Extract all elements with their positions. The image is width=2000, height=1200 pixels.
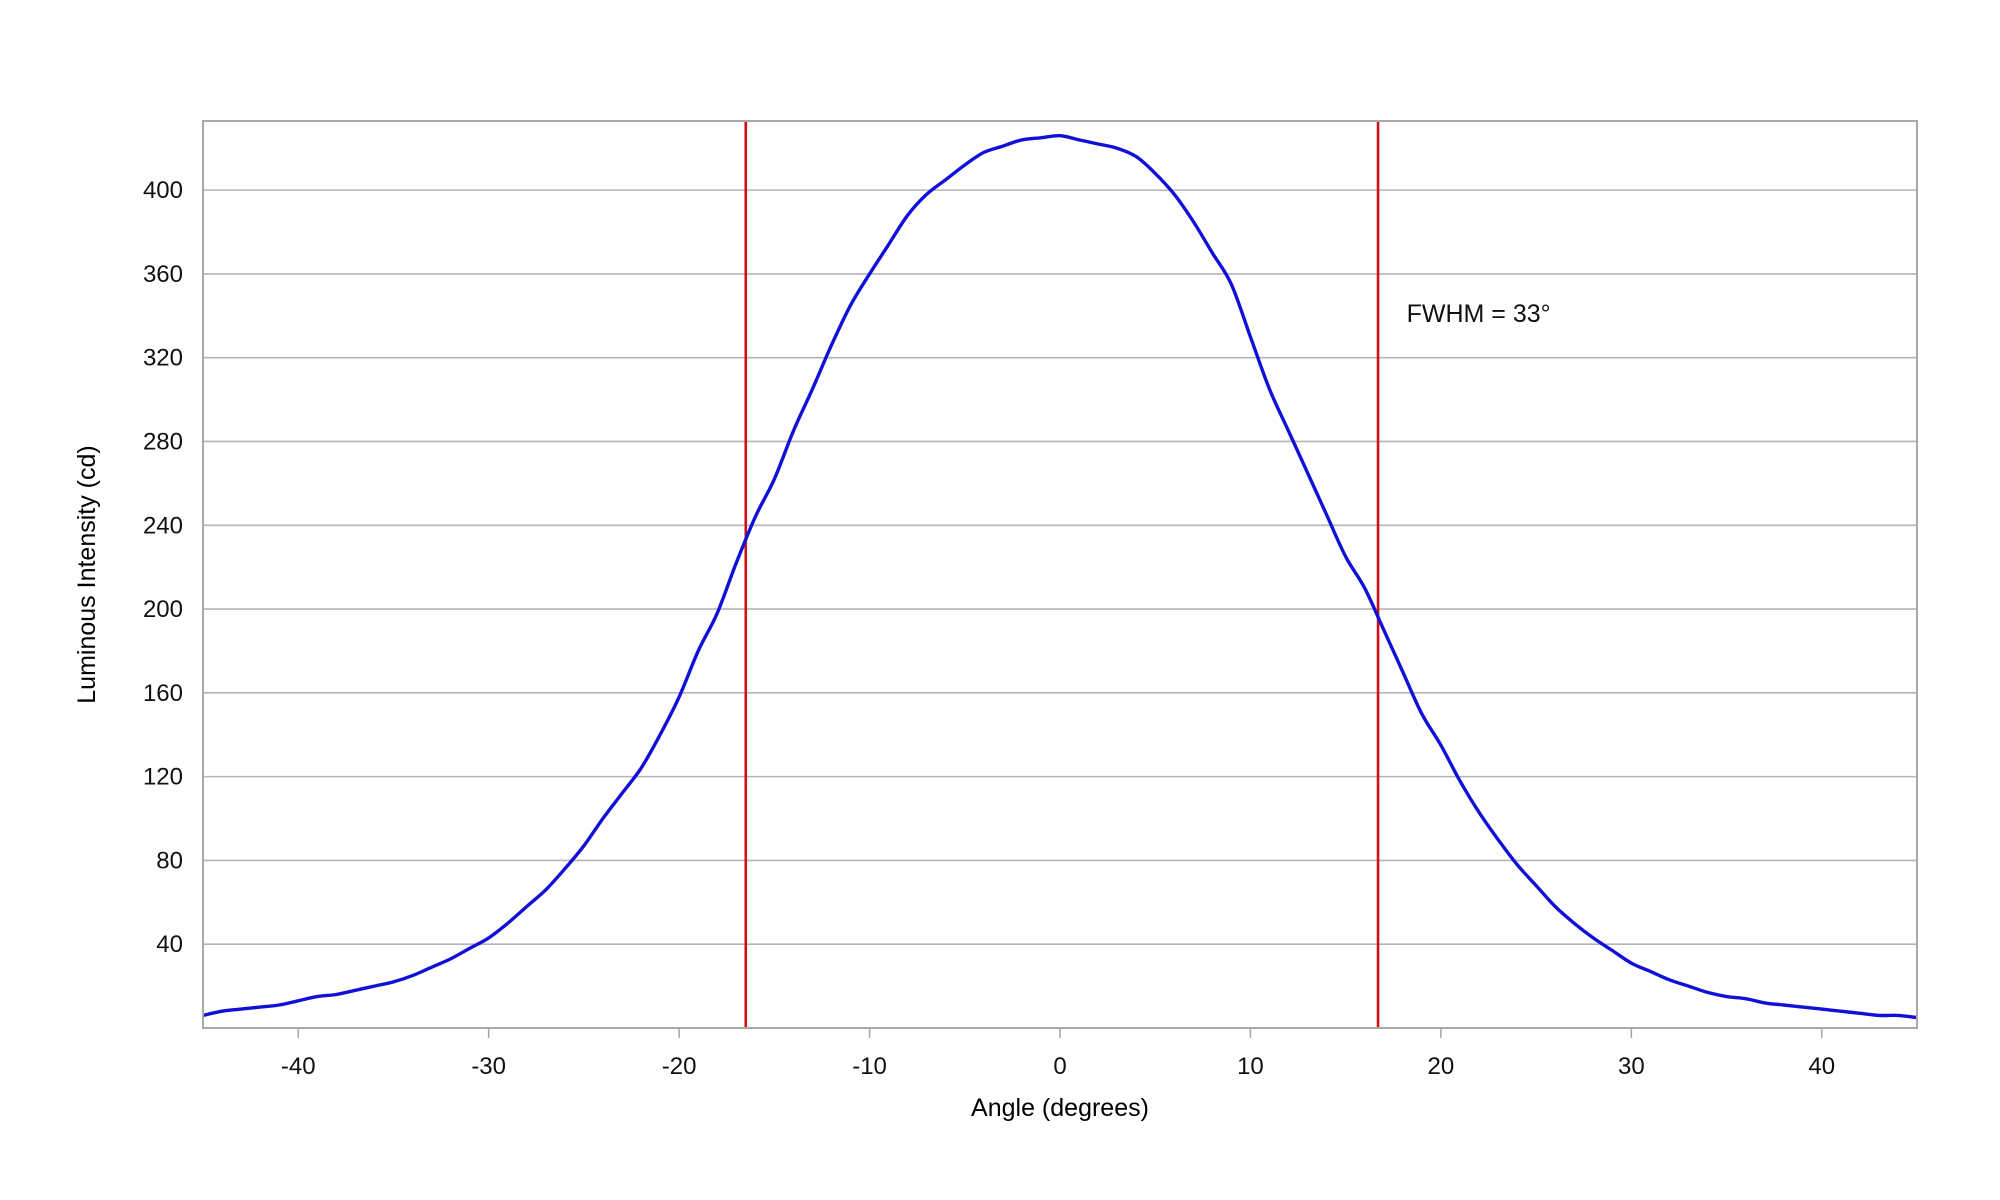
y-tick-label: 400 bbox=[143, 177, 183, 204]
y-tick-label: 280 bbox=[143, 428, 183, 455]
x-tick-label: 10 bbox=[1237, 1053, 1264, 1080]
x-tick-label: -20 bbox=[662, 1053, 697, 1080]
y-tick-label: 200 bbox=[143, 596, 183, 623]
intensity-curve bbox=[202, 133, 1918, 1020]
x-axis-label: Angle (degrees) bbox=[971, 1094, 1149, 1122]
y-tick-label: 320 bbox=[143, 345, 183, 372]
x-tick-label: 20 bbox=[1428, 1053, 1455, 1080]
fwhm-markers bbox=[744, 121, 1380, 1028]
y-tick-label: 80 bbox=[156, 847, 183, 874]
y-tick-label: 360 bbox=[143, 261, 183, 288]
x-tick-label: 40 bbox=[1808, 1053, 1835, 1080]
x-tick-label: -40 bbox=[281, 1053, 316, 1080]
x-tick-label: 30 bbox=[1618, 1053, 1645, 1080]
y-axis-ticks: 40 80 120 160 200 240 280 320 360 400 bbox=[143, 177, 183, 958]
fwhm-annotation: FWHM = 33° bbox=[1407, 300, 1551, 328]
gridlines bbox=[203, 189, 1917, 946]
series-group bbox=[202, 133, 1918, 1020]
y-tick-label: 40 bbox=[156, 931, 183, 958]
y-axis-label: Luminous Intensity (cd) bbox=[73, 445, 101, 703]
y-tick-label: 240 bbox=[143, 512, 183, 539]
y-tick-label: 160 bbox=[143, 680, 183, 707]
x-tick-label: -10 bbox=[852, 1053, 887, 1080]
y-tick-label: 120 bbox=[143, 764, 183, 791]
x-tick-label: -30 bbox=[471, 1053, 506, 1080]
x-axis-ticks: -40 -30 -20 -10 0 10 20 30 40 bbox=[281, 1028, 1835, 1080]
plot-frame bbox=[202, 120, 1918, 1029]
x-tick-label: 0 bbox=[1053, 1053, 1066, 1080]
